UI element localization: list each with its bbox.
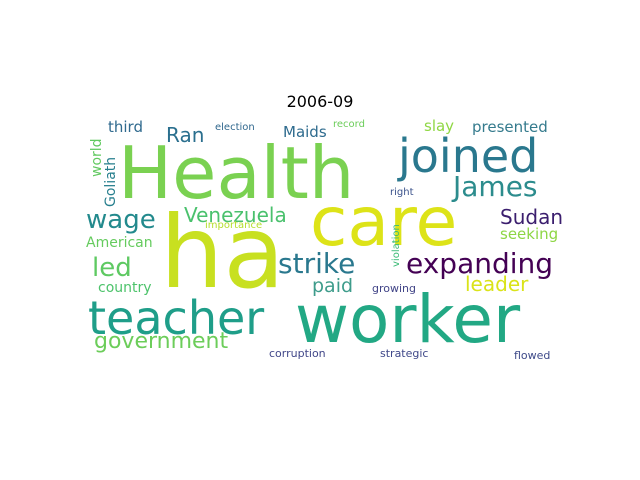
word-country: country (98, 280, 152, 296)
word-cloud: ha Health care worker joined teacher exp… (80, 117, 576, 365)
word-presented: presented (472, 118, 548, 136)
word-led: led (92, 253, 132, 283)
word-teacher: teacher (88, 291, 265, 345)
word-wage: wage (86, 205, 156, 235)
word-ha: ha (160, 194, 285, 311)
word-government: government (94, 329, 229, 354)
word-election: election (215, 122, 255, 133)
word-venezuela: Venezuela (184, 203, 287, 227)
word-world: world (89, 138, 105, 177)
word-paid: paid (312, 275, 354, 297)
word-third: third (108, 118, 143, 136)
word-goliath: Goliath (103, 156, 119, 207)
word-ran: Ran (166, 123, 205, 147)
word-maids: Maids (283, 123, 327, 141)
word-corruption: corruption (269, 347, 326, 360)
word-slay: slay (424, 117, 455, 135)
word-joined: joined (398, 129, 539, 183)
word-importance: importance (205, 220, 263, 231)
word-health: Health (118, 131, 355, 215)
word-right: right (390, 187, 414, 198)
word-care: care (310, 183, 458, 262)
word-leader: leader (465, 272, 529, 296)
word-seeking: seeking (500, 225, 559, 243)
word-worker: worker (295, 281, 521, 358)
word-violation: violation (391, 224, 402, 267)
word-american: American (86, 235, 153, 251)
word-record: record (333, 119, 365, 130)
word-growing: growing (372, 282, 416, 295)
word-flowed: flowed (514, 349, 551, 362)
word-james: James (453, 170, 538, 203)
word-expanding: expanding (406, 247, 554, 280)
word-strike: strike (278, 247, 356, 280)
word-sudan: Sudan (500, 205, 563, 229)
word-strategic: strategic (380, 347, 429, 360)
chart-title: 2006-09 (286, 92, 354, 111)
